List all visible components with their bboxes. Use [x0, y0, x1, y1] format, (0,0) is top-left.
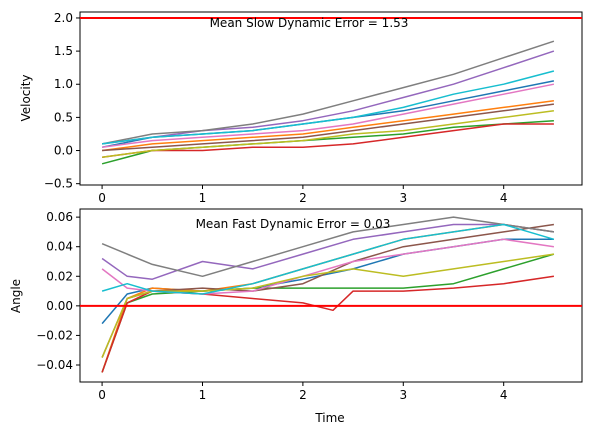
velocity-y-axis-label: Velocity [19, 74, 33, 121]
velocity-x-tick-label: 3 [399, 191, 407, 205]
angle-x-tick-label: 2 [299, 388, 307, 402]
velocity-x-tick-label: 0 [98, 191, 106, 205]
velocity-series-line-5 [102, 50, 555, 145]
velocity-series-line-6 [102, 103, 554, 152]
velocity-tick-layer: 0 1 2 3 4 −0.5 0.0 0.5 1.0 1.5 2.0 [44, 11, 508, 205]
angle-series-line-8 [101, 216, 555, 278]
angle-y-tick-label: 0.02 [46, 269, 73, 283]
velocity-series-line-7 [102, 83, 555, 148]
angle-series-line-10 [101, 223, 555, 295]
velocity-series-line-8 [101, 40, 555, 145]
velocity-y-tick-label: 0.5 [54, 110, 73, 124]
velocity-y-tick-label: −0.5 [44, 177, 73, 191]
angle-y-tick-label: 0.00 [46, 299, 73, 313]
angle-y-tick-label: 0.06 [46, 210, 73, 224]
velocity-series-line-9 [102, 110, 554, 158]
angle-x-tick-label: 3 [399, 388, 407, 402]
velocity-series-line-2 [102, 100, 554, 152]
velocity-x-tick-label: 4 [500, 191, 508, 205]
velocity-y-tick-label: 0.0 [54, 144, 73, 158]
angle-series-line-3 [101, 253, 555, 373]
velocity-panel: 0 1 2 3 4 −0.5 0.0 0.5 1.0 1.5 2.0 Mean Slow Dynam… [19, 11, 583, 205]
velocity-series-line-10 [102, 70, 555, 145]
angle-y-tick-label: 0.04 [46, 240, 73, 254]
angle-axes-frame [79, 208, 583, 383]
angle-x-tick-label: 0 [98, 388, 106, 402]
velocity-series-line-4 [102, 123, 554, 158]
angle-x-tick-label: 4 [500, 388, 508, 402]
angle-y-tick-label: −0.02 [36, 328, 73, 342]
velocity-axes-frame [79, 11, 583, 186]
angle-panel: 0 1 2 3 4 −0.04 −0.02 0.00 0.02 0.04 0.06 Mean Fas… [9, 208, 583, 425]
angle-y-axis-label: Angle [9, 279, 23, 313]
angle-x-axis-label: Time [314, 411, 344, 425]
angle-y-tick-label: −0.04 [36, 358, 73, 372]
velocity-x-tick-label: 2 [299, 191, 307, 205]
angle-x-tick-label: 1 [199, 388, 207, 402]
velocity-y-tick-label: 2.0 [54, 11, 73, 25]
velocity-x-tick-label: 1 [199, 191, 207, 205]
angle-series-line-9 [101, 253, 555, 358]
velocity-series-layer [101, 40, 555, 165]
velocity-annotation: Mean Slow Dynamic Error = 1.53 [210, 16, 409, 30]
angle-annotation: Mean Fast Dynamic Error = 0.03 [196, 217, 391, 231]
angle-series-line-5 [101, 223, 555, 280]
velocity-y-tick-label: 1.5 [54, 44, 73, 58]
velocity-y-tick-label: 1.0 [54, 77, 73, 91]
angle-tick-layer: 0 1 2 3 4 −0.04 −0.02 0.00 0.02 0.04 0.06 [36, 210, 507, 402]
